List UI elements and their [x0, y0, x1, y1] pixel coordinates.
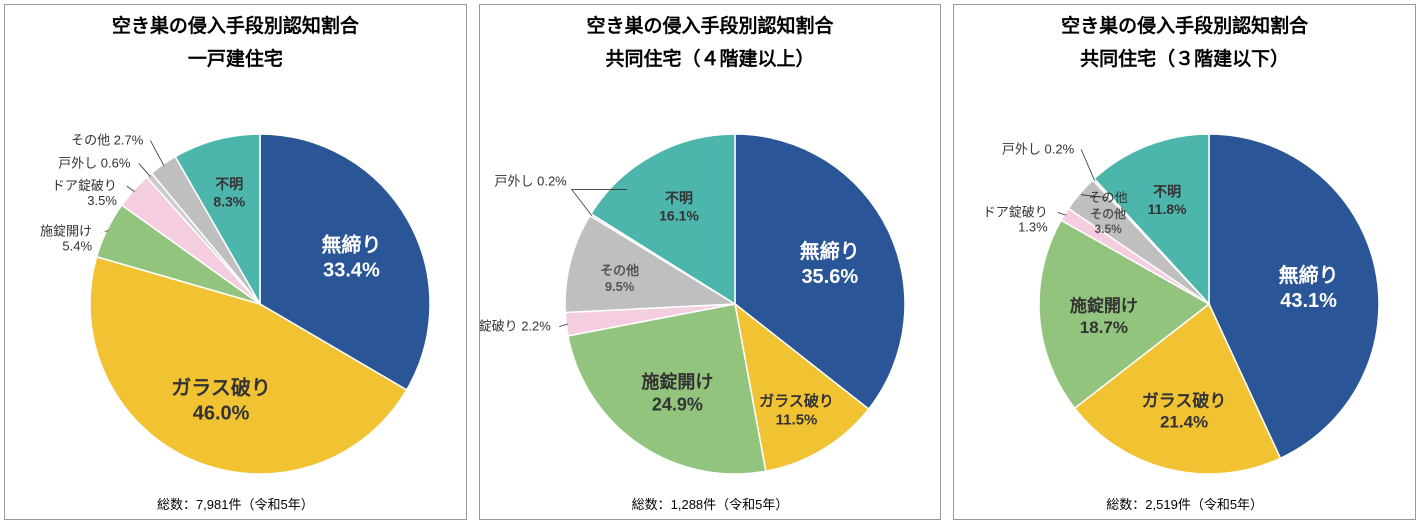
slice-outer-label-sonota: その他 [1089, 190, 1128, 205]
slice-label-sonota: その他9.5% [600, 263, 639, 294]
slice-outer-label-door: ドア錠破り 2.2% [480, 319, 551, 334]
chart-panel-3: 空き巣の侵入手段別認知割合 共同住宅（３階建以下） 無締り43.1%ガラス破り2… [953, 4, 1416, 520]
slice-outer-label-sejo: 施錠開け5.4% [40, 223, 92, 253]
slice-outer-label-tohazushi: 戸外し 0.2% [1002, 141, 1075, 156]
slice-outer-label-tohazushi: 戸外し 0.6% [58, 155, 131, 170]
pie-chart-2: 無締り35.6%ガラス破り11.5%施錠開け24.9%ドア錠破り 2.2%その他… [480, 67, 941, 497]
slice-outer-label-tohazushi: 戸外し 0.2% [494, 174, 567, 189]
slice-label-sonota: その他3.5% [1091, 206, 1127, 236]
pie-chart-1: 無締り33.4%ガラス破り46.0%施錠開け5.4%ドア錠破り3.5%戸外し 0… [5, 67, 466, 497]
chart-title: 空き巣の侵入手段別認知割合 [5, 13, 466, 42]
slice-outer-label-door: ドア錠破り3.5% [52, 178, 117, 208]
chart-panel-1: 空き巣の侵入手段別認知割合 一戸建住宅 無締り33.4%ガラス破り46.0%施錠… [4, 4, 467, 520]
chart-footer: 総数：2,519件（令和5年） [954, 494, 1415, 513]
pie-chart-3: 無締り43.1%ガラス破り21.4%施錠開け18.7%ドア錠破り1.3%その他そ… [954, 67, 1415, 497]
chart-footer: 総数：1,288件（令和5年） [480, 494, 941, 513]
chart-panel-2: 空き巣の侵入手段別認知割合 共同住宅（４階建以上） 無締り35.6%ガラス破り1… [479, 4, 942, 520]
slice-label-fumei: 不明8.3% [213, 176, 245, 210]
chart-title: 空き巣の侵入手段別認知割合 [480, 13, 941, 42]
slice-outer-label-sonota: その他 2.7% [71, 132, 144, 147]
slice-outer-label-door: ドア錠破り1.3% [983, 204, 1048, 234]
chart-footer: 総数：7,981件（令和5年） [5, 494, 466, 513]
chart-title: 空き巣の侵入手段別認知割合 [954, 13, 1415, 42]
